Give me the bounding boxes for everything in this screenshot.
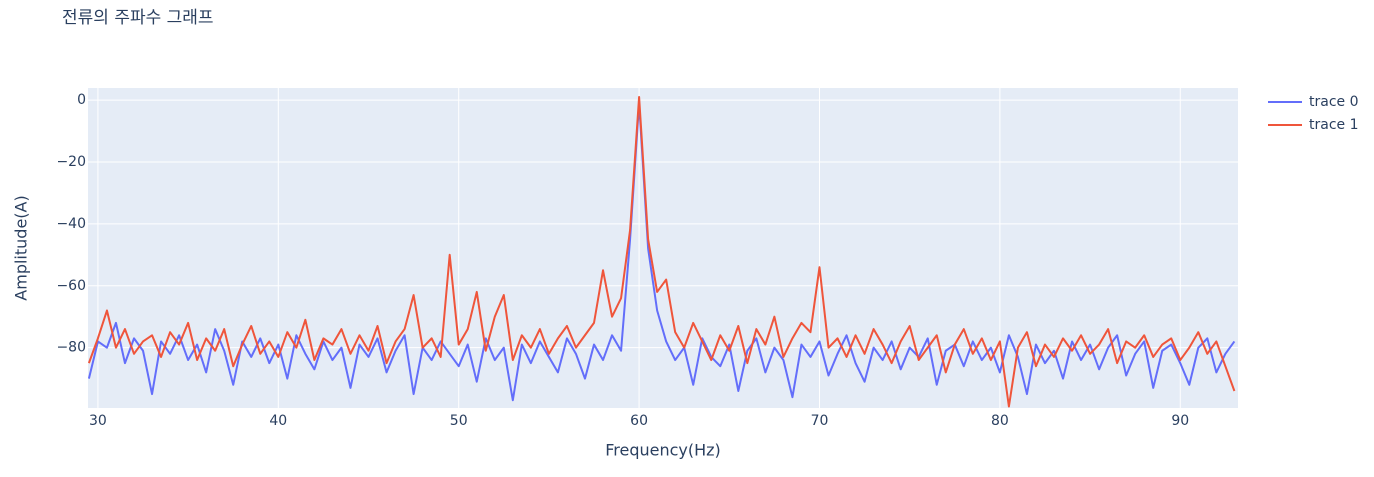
x-tick-label: 70 — [811, 413, 829, 429]
x-tick-label: 80 — [991, 413, 1009, 429]
x-axis-title: Frequency(Hz) — [605, 441, 721, 460]
y-tick-label: −80 — [56, 340, 86, 356]
x-tick-label: 30 — [89, 413, 107, 429]
x-tick-label: 40 — [269, 413, 287, 429]
x-tick-label: 90 — [1171, 413, 1189, 429]
y-tick-label: −40 — [56, 216, 86, 232]
chart-title: 전류의 주파수 그래프 — [62, 8, 214, 28]
x-tick-label: 60 — [630, 413, 648, 429]
plot-area — [88, 88, 1238, 408]
y-tick-label: −60 — [56, 278, 86, 294]
y-tick-label: −20 — [56, 154, 86, 170]
legend-label: trace 0 — [1309, 94, 1359, 110]
lines — [88, 95, 1236, 408]
legend-label: trace 1 — [1309, 117, 1359, 133]
line-series — [88, 95, 1236, 408]
y-axis-title: Amplitude(A) — [12, 195, 31, 300]
y-tick-label: 0 — [77, 92, 86, 108]
x-tick-label: 50 — [450, 413, 468, 429]
